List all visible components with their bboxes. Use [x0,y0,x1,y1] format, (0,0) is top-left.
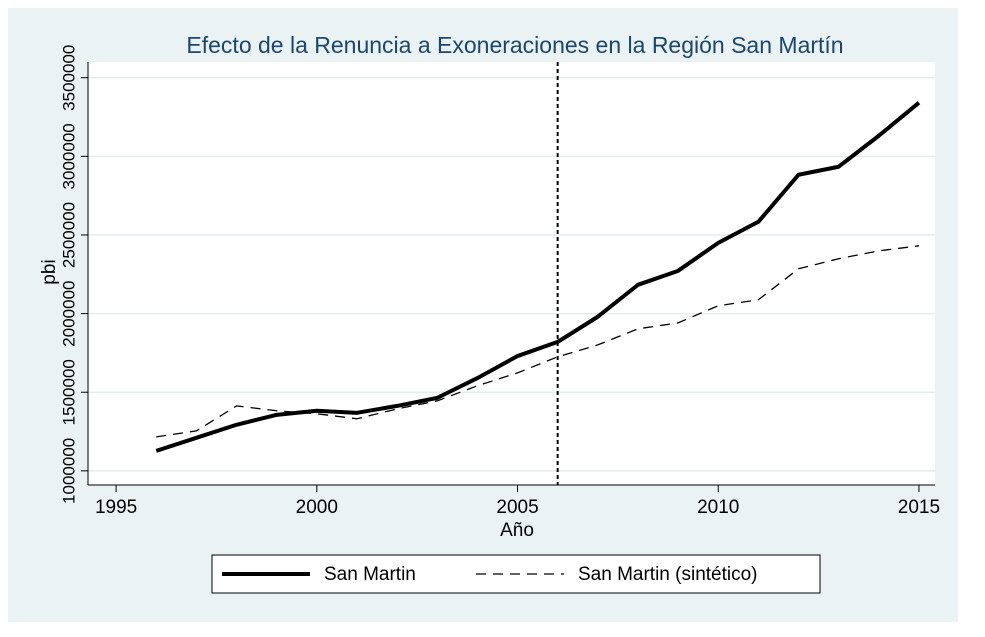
series-line [156,245,920,438]
legend-label: San Martin (sintético) [578,564,758,585]
y-tick-label: 1500000 [59,359,78,425]
y-tick-label: 2000000 [59,281,78,347]
legend-box [211,554,821,594]
x-axis-label: Año [500,520,534,541]
y-tick-label: 2500000 [59,202,78,268]
x-tick-label: 2000 [296,497,338,518]
x-tick-label: 1995 [95,497,137,518]
legend-label: San Martin [324,564,416,585]
y-axis-label: pbi [39,259,60,284]
chart-title: Efecto de la Renuncia a Exoneraciones en… [186,32,843,58]
y-tick-label: 3500000 [59,45,78,111]
series-line [155,101,921,453]
y-tick-label: 1000000 [59,438,78,504]
x-tick-label: 2005 [496,497,538,518]
x-tick-label: 2015 [898,497,940,518]
y-tick-label: 3000000 [59,123,78,189]
x-tick-label: 2010 [697,497,739,518]
plot-area [88,62,935,485]
